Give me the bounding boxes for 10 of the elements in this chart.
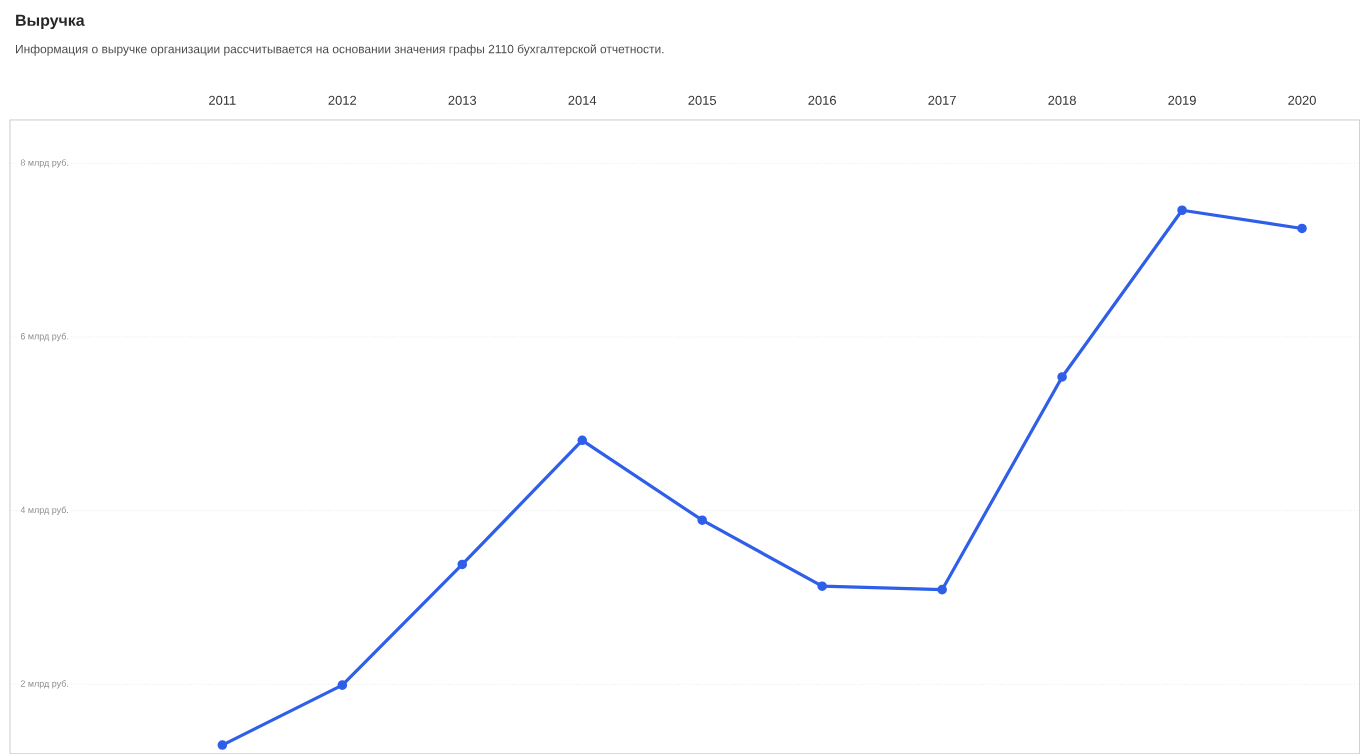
point: [577, 435, 588, 446]
point: [457, 559, 468, 570]
point: [217, 740, 228, 750]
point: [337, 680, 348, 690]
point: [1057, 372, 1067, 382]
point: [1297, 223, 1307, 234]
point: [817, 581, 827, 591]
point: [937, 584, 947, 595]
point: [697, 515, 707, 525]
point: [1177, 205, 1187, 215]
